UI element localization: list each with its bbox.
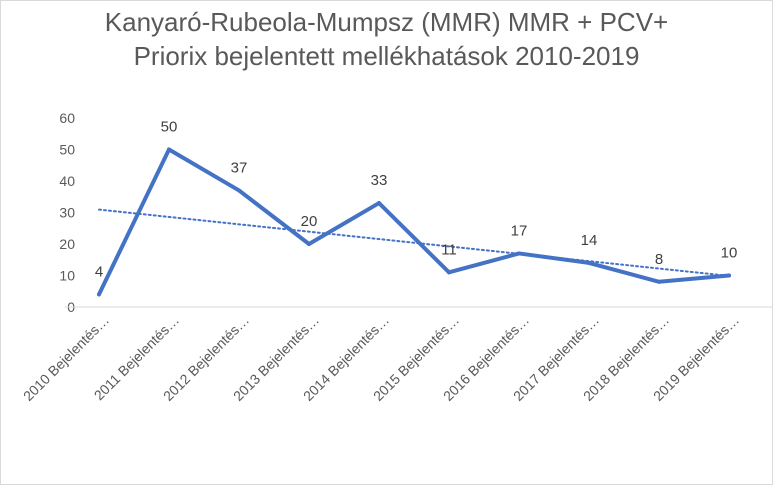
trendline <box>98 208 730 277</box>
data-label: 11 <box>441 241 457 258</box>
data-point <box>237 188 241 193</box>
y-tick-label: 20 <box>59 236 75 252</box>
data-label: 50 <box>161 119 178 136</box>
data-label: 8 <box>655 251 663 268</box>
data-point <box>97 292 101 297</box>
series-line <box>97 147 731 297</box>
y-tick-label: 30 <box>59 205 75 221</box>
data-point <box>587 260 591 265</box>
chart-title: Kanyaró-Rubeola-Mumpsz (MMR) MMR + PCV+ … <box>1 5 772 73</box>
y-tick-label: 50 <box>59 142 75 158</box>
data-label: 17 <box>511 222 528 239</box>
data-label: 20 <box>301 213 318 230</box>
data-point <box>657 279 661 284</box>
y-tick-label: 40 <box>59 173 75 189</box>
data-point <box>307 242 311 246</box>
data-point <box>727 273 731 278</box>
data-label: 37 <box>231 159 248 176</box>
data-label: 33 <box>371 172 388 189</box>
data-label: 14 <box>581 232 598 249</box>
chart-title-line-1: Kanyaró-Rubeola-Mumpsz (MMR) MMR + PCV+ <box>104 7 669 37</box>
y-tick-label: 60 <box>59 110 75 126</box>
chart-title-line-2: Priorix bejelentett mellékhatások 2010-2… <box>133 41 640 71</box>
data-point <box>447 270 451 275</box>
data-point <box>377 201 381 206</box>
data-point <box>167 147 171 152</box>
data-label: 10 <box>721 245 738 262</box>
data-label: 4 <box>95 263 103 280</box>
y-tick-label: 10 <box>59 268 75 284</box>
data-point <box>517 251 521 256</box>
